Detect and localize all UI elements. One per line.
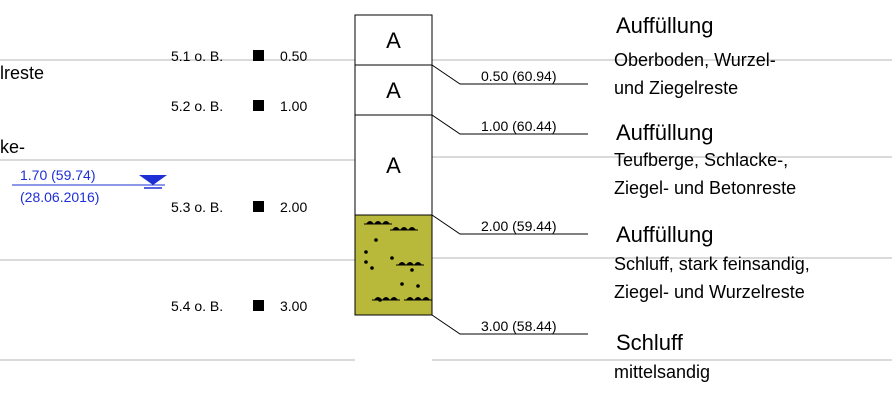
boundary-label: 2.00 (59.44) bbox=[481, 218, 557, 234]
layer-description-line: und Ziegelreste bbox=[614, 78, 738, 98]
sample-square-icon bbox=[253, 300, 264, 311]
sample-square-icon bbox=[253, 50, 264, 61]
sample-label: 5.4 o. B. bbox=[171, 298, 223, 314]
layer-title: Schluff bbox=[616, 330, 684, 355]
silt-hatch-pattern bbox=[364, 221, 432, 302]
boundary-label: 3.00 (58.44) bbox=[481, 318, 557, 334]
layer-description-line: Teufberge, Schlacke-, bbox=[614, 150, 788, 170]
soil-layer-symbol: A bbox=[386, 78, 401, 103]
guide-lines bbox=[0, 59, 892, 361]
layer-description-line: Schluff, stark feinsandig, bbox=[614, 254, 810, 274]
groundwater-date-label: (28.06.2016) bbox=[20, 189, 99, 205]
samples: 5.1 o. B. 0.50 5.2 o. B. 1.00 5.3 o. B. … bbox=[171, 48, 307, 314]
sample-label: 5.1 o. B. bbox=[171, 48, 223, 64]
left-cut-text-2: ke- bbox=[0, 137, 25, 157]
sample-square-icon bbox=[253, 201, 264, 212]
groundwater-triangle-icon bbox=[139, 175, 167, 185]
groundwater-depth-label: 1.70 (59.74) bbox=[20, 167, 96, 183]
layer-title: Auffüllung bbox=[616, 13, 713, 38]
sample-label: 5.3 o. B. bbox=[171, 199, 223, 215]
soil-column: AAA bbox=[354, 14, 433, 316]
groundwater-marker: 1.70 (59.74) (28.06.2016) bbox=[12, 167, 167, 205]
layer-descriptions: Auffüllung Oberboden, Wurzel- und Ziegel… bbox=[614, 13, 810, 382]
boundary-markers: 0.50 (60.94) 1.00 (60.44) 2.00 (59.44) 3.00… bbox=[431, 64, 588, 335]
layer-description-line: Ziegel- und Betonreste bbox=[614, 178, 796, 198]
soil-layer-symbol: A bbox=[386, 153, 401, 178]
layer-description-line: mittelsandig bbox=[614, 362, 710, 382]
soil-layer bbox=[354, 114, 433, 216]
boundary-connector bbox=[431, 214, 588, 235]
layer-title: Auffüllung bbox=[616, 120, 713, 145]
sample-depth: 0.50 bbox=[280, 48, 307, 64]
soil-layer-symbol: A bbox=[386, 28, 401, 53]
boundary-connector bbox=[431, 114, 588, 135]
sample-depth: 1.00 bbox=[280, 98, 307, 114]
layer-description-line: Ziegel- und Wurzelreste bbox=[614, 282, 805, 302]
boundary-connector bbox=[431, 314, 588, 335]
sample-square-icon bbox=[253, 100, 264, 111]
boundary-connector bbox=[431, 64, 588, 85]
soil-layer bbox=[354, 14, 433, 66]
boundary-label: 1.00 (60.44) bbox=[481, 118, 557, 134]
layer-description-line: Oberboden, Wurzel- bbox=[614, 50, 776, 70]
sample-depth: 3.00 bbox=[280, 298, 307, 314]
left-cut-text-1: lreste bbox=[0, 63, 44, 83]
layer-title: Auffüllung bbox=[616, 222, 713, 247]
boundary-label: 0.50 (60.94) bbox=[481, 68, 557, 84]
sample-label: 5.2 o. B. bbox=[171, 98, 223, 114]
soil-layer bbox=[354, 64, 433, 116]
sample-depth: 2.00 bbox=[280, 199, 307, 215]
